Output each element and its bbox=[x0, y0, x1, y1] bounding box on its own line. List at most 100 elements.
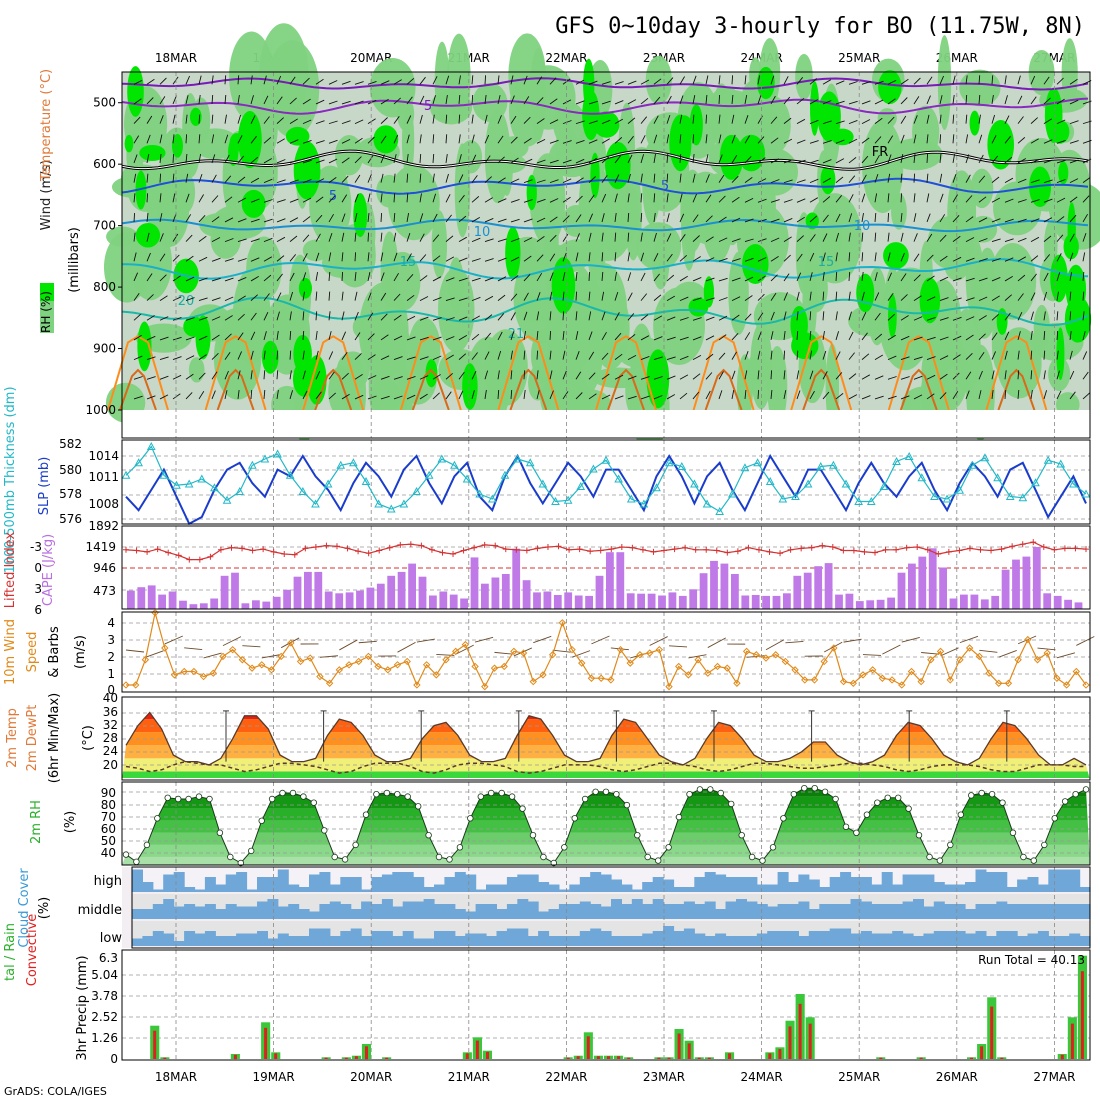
wind-barb bbox=[458, 194, 465, 203]
wind-barb bbox=[666, 375, 676, 380]
wind-barb bbox=[146, 173, 149, 183]
precip-convective-bar bbox=[1060, 1054, 1064, 1060]
ylabel-temperature: Temperature (°C) bbox=[39, 69, 54, 182]
wind-barb bbox=[1043, 139, 1053, 144]
wind-barb bbox=[146, 97, 154, 105]
wind-barb bbox=[913, 394, 923, 400]
cloud-bar bbox=[694, 933, 706, 946]
cape-bar bbox=[1012, 559, 1020, 609]
wind-barb bbox=[549, 198, 559, 203]
wind-barb bbox=[666, 253, 673, 262]
wind-barb bbox=[627, 135, 634, 144]
wind-barb bbox=[393, 173, 396, 183]
wind-barb bbox=[432, 76, 438, 85]
wind-barb bbox=[159, 295, 168, 301]
wind10-point bbox=[733, 679, 741, 687]
wind-barb bbox=[939, 153, 942, 163]
lifted-point bbox=[872, 549, 879, 556]
temp-tick: 40 bbox=[103, 691, 118, 705]
wind-barb bbox=[939, 355, 949, 361]
cloud-bar bbox=[954, 884, 966, 892]
wind-barb bbox=[406, 78, 415, 85]
wind-barb bbox=[289, 235, 298, 242]
cloud-bar bbox=[642, 904, 654, 919]
wind-barb bbox=[965, 216, 974, 223]
wind-barb bbox=[809, 272, 813, 282]
wind-barb bbox=[744, 95, 748, 105]
rh-point bbox=[728, 800, 735, 808]
lifted-point bbox=[302, 545, 309, 552]
wind-barb bbox=[341, 331, 347, 341]
wind-barb bbox=[1030, 179, 1040, 184]
wind-barb bbox=[549, 179, 559, 184]
wind10-point bbox=[597, 674, 605, 682]
cloud-bar bbox=[850, 933, 862, 946]
cape-bar bbox=[751, 595, 760, 609]
wind-barb bbox=[796, 77, 804, 85]
wind-barb bbox=[159, 193, 162, 203]
wind-barb bbox=[913, 253, 920, 262]
wind-barb bbox=[575, 331, 579, 341]
rh-point bbox=[759, 857, 766, 864]
wind-barb bbox=[887, 135, 894, 144]
wind-barb bbox=[250, 331, 256, 341]
contour-label: FR bbox=[872, 145, 889, 160]
wind-barb bbox=[588, 139, 598, 144]
wind-barb bbox=[1030, 218, 1040, 223]
wind-barb bbox=[588, 311, 592, 321]
wind-barb bbox=[952, 354, 961, 360]
precip-convective-bar bbox=[163, 1057, 167, 1059]
wind-barb bbox=[484, 332, 492, 341]
wind-barb bbox=[419, 153, 422, 163]
wind-barb bbox=[133, 116, 141, 124]
wind-barb bbox=[1069, 120, 1079, 125]
wind-barb bbox=[575, 252, 579, 262]
wind-barb bbox=[211, 257, 221, 262]
lifted-point bbox=[344, 545, 351, 552]
wind-barb bbox=[900, 115, 907, 124]
wind-barb bbox=[640, 252, 645, 262]
precip-convective-bar bbox=[798, 1003, 802, 1060]
rh-high-shade bbox=[742, 244, 769, 284]
cloud-bar bbox=[381, 899, 393, 919]
wind-barb bbox=[198, 297, 208, 302]
wind-barb bbox=[627, 212, 630, 222]
wind-barb bbox=[965, 237, 975, 243]
wind-barb bbox=[237, 313, 245, 321]
lifted-point bbox=[977, 546, 984, 553]
lifted-point bbox=[333, 543, 340, 550]
rh-point bbox=[164, 794, 171, 801]
rh-shade bbox=[384, 251, 421, 311]
cloud-bar bbox=[402, 901, 414, 919]
wind-barb bbox=[289, 76, 296, 85]
cape-bar bbox=[137, 587, 146, 609]
precip-convective-bar bbox=[627, 1057, 631, 1059]
wind-barb bbox=[926, 254, 934, 262]
wind10-barb bbox=[669, 645, 688, 648]
temperature-contour bbox=[121, 77, 1089, 91]
precip-convective-bar bbox=[677, 1033, 681, 1059]
precip-convective-bar bbox=[354, 1056, 358, 1059]
wind-barb bbox=[770, 75, 775, 85]
rh-shade bbox=[103, 231, 150, 303]
wind-barb bbox=[757, 95, 762, 105]
wind10-point bbox=[403, 657, 411, 666]
temp-band bbox=[122, 771, 1090, 778]
wind-barb bbox=[575, 177, 584, 183]
wind-barb bbox=[848, 81, 858, 85]
rh-point bbox=[154, 815, 161, 822]
rh-point bbox=[821, 788, 829, 795]
wind-barb bbox=[692, 373, 701, 380]
wind-barb bbox=[1056, 216, 1065, 223]
wind-barb bbox=[211, 297, 221, 302]
cloud-bar bbox=[486, 936, 497, 946]
rh-tick: 90 bbox=[101, 786, 116, 800]
wind-barb bbox=[445, 317, 455, 321]
rh-point bbox=[634, 832, 641, 839]
wind-barb bbox=[679, 213, 685, 223]
freezing-contour-inner bbox=[121, 150, 1089, 170]
wind-barb bbox=[380, 252, 384, 262]
wind-barb bbox=[991, 313, 999, 321]
thickness-point bbox=[247, 460, 257, 469]
rh-point bbox=[696, 786, 704, 793]
